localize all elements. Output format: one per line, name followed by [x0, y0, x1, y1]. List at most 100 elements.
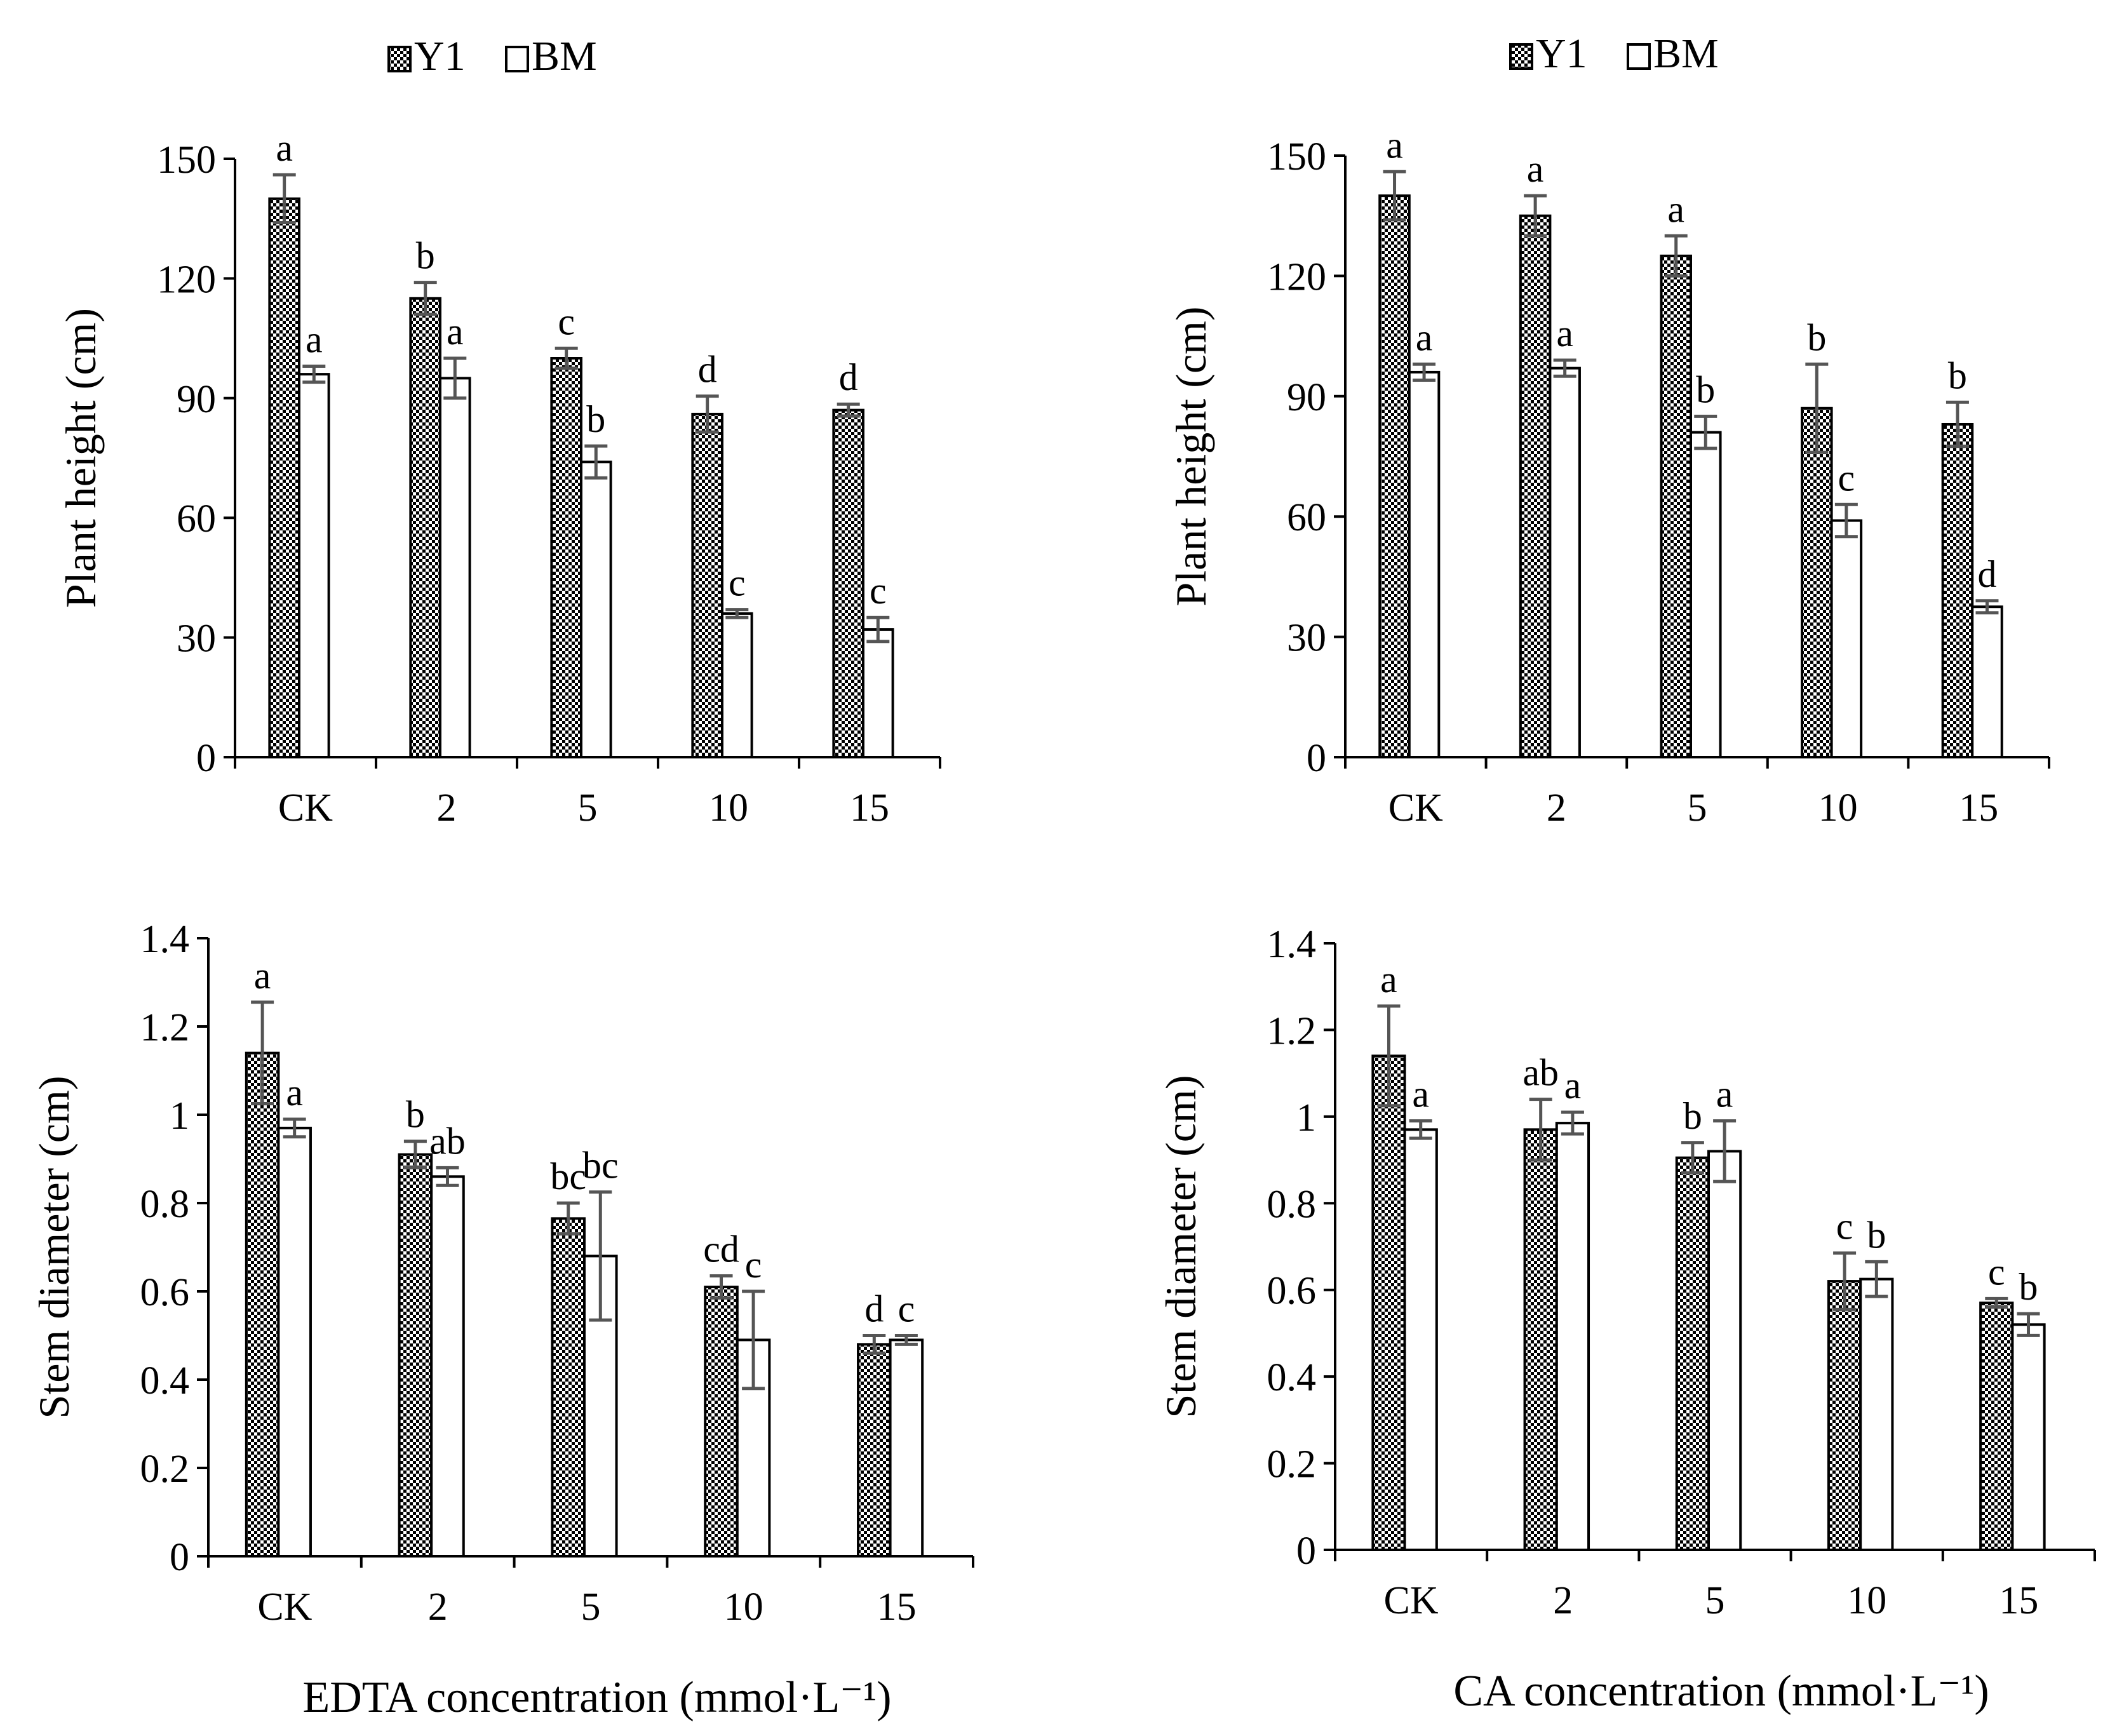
x-tick-label: 10: [1847, 1579, 1886, 1622]
x-tick-label: 2: [1553, 1579, 1573, 1622]
bar-y1: [268, 197, 301, 758]
significance-label: b: [1867, 1214, 1886, 1256]
bar-bm: [1707, 1150, 1742, 1551]
y-tick-label: 150: [157, 138, 216, 182]
significance-label: a: [286, 1072, 303, 1114]
significance-label: d: [839, 356, 858, 398]
x-tick-label: 10: [1818, 786, 1858, 830]
significance-label: c: [898, 1288, 915, 1330]
y-tick-label: 1.2: [1267, 1009, 1317, 1053]
y-tick-label: 0.4: [140, 1359, 190, 1403]
y-tick-label: 120: [1267, 255, 1326, 299]
x-tick-label: 15: [1959, 786, 1998, 830]
significance-label: a: [1564, 1065, 1582, 1107]
legend-left: Y1 BM: [387, 33, 597, 79]
bar-y1: [409, 297, 442, 758]
significance-label: c: [870, 570, 887, 612]
bar-bm: [1971, 605, 2003, 758]
significance-label: b: [406, 1094, 425, 1136]
y-tick-label: 0.4: [1267, 1356, 1317, 1399]
significance-label: b: [2019, 1266, 2038, 1308]
x-tick-label: 5: [578, 786, 598, 830]
significance-label: a: [306, 319, 323, 361]
x-tick-label: 2: [437, 786, 457, 830]
bar-bm: [580, 461, 612, 759]
y-tick-label: 0.6: [1267, 1270, 1317, 1313]
x-tick-label: 10: [724, 1585, 763, 1629]
x-axis-label: CA concentration (mmol·L⁻¹): [1453, 1667, 1989, 1716]
y-tick-label: 1: [170, 1094, 189, 1138]
bar-y1: [551, 1217, 586, 1558]
y-tick-label: 0.2: [1267, 1443, 1317, 1486]
significance-label: c: [729, 562, 746, 604]
bar-bm: [2011, 1323, 2046, 1551]
y-tick-label: 150: [1267, 135, 1326, 178]
bar-y1: [1378, 194, 1411, 758]
x-tick-label: 5: [581, 1585, 601, 1629]
x-tick-label: 15: [1999, 1579, 2038, 1622]
chart-ca-stem-diameter: 0 0.2 0.4 0.6 0.8 1 1.2 1.4 CK 2 5 10 15 Stem diamete…: [1157, 923, 2096, 1716]
significance-label: a: [1386, 124, 1403, 166]
bar-bm: [1859, 1277, 1894, 1552]
x-axis-label: EDTA concentration (mmol·L⁻¹): [302, 1673, 891, 1722]
bar-bm: [862, 628, 894, 758]
legend-swatch-bm: [1627, 43, 1651, 70]
x-tick-label: 2: [1547, 786, 1566, 830]
y-tick-label: 0.8: [1267, 1183, 1317, 1226]
y-axis-label: Stem diameter (cm): [1157, 1075, 1205, 1418]
bar-y1: [1941, 422, 1974, 758]
significance-label: d: [864, 1288, 884, 1330]
bar-y1: [1523, 1128, 1558, 1551]
bar-bm: [889, 1338, 924, 1558]
significance-label: a: [1556, 313, 1573, 354]
significance-label: a: [1527, 148, 1544, 190]
y-tick-label: 0.8: [140, 1183, 190, 1226]
significance-label: b: [1683, 1095, 1702, 1137]
bar-y1: [1801, 407, 1833, 758]
bar-y1: [857, 1343, 892, 1558]
significance-label: b: [586, 398, 605, 440]
chart-ca-plant-height: 0 30 60 90 120 150 CK 2 5 10 15 Plant height (cm) a a…: [1167, 124, 2050, 830]
y-axis-label: Plant height (cm): [57, 308, 105, 608]
x-tick-label: 5: [1688, 786, 1707, 830]
bar-y1: [832, 408, 865, 758]
y-tick-label: 0.2: [140, 1448, 190, 1491]
legend-swatch-y1: [1509, 43, 1533, 70]
bar-bm: [1830, 519, 1863, 758]
x-tick-label: CK: [257, 1585, 312, 1629]
y-tick-label: 90: [177, 378, 216, 421]
y-tick-label: 30: [1287, 617, 1326, 660]
bar-y1: [1827, 1280, 1862, 1551]
significance-label: b: [416, 235, 435, 277]
x-tick-label: 15: [877, 1585, 917, 1629]
x-tick-label: 15: [850, 786, 889, 830]
y-tick-label: 30: [177, 617, 216, 661]
bar-y1: [245, 1051, 280, 1558]
bar-bm: [1555, 1122, 1590, 1551]
bar-y1: [550, 357, 583, 758]
y-tick-label: 0: [1296, 1530, 1316, 1573]
significance-label: b: [1807, 316, 1826, 358]
significance-label: c: [1836, 1206, 1853, 1248]
significance-label: a: [1380, 959, 1397, 1000]
significance-label: a: [1716, 1073, 1733, 1115]
bar-bm: [439, 377, 471, 758]
bar-bm: [1549, 367, 1581, 758]
x-tick-label: CK: [1384, 1579, 1439, 1622]
significance-label: a: [1412, 1073, 1429, 1115]
y-tick-label: 90: [1287, 376, 1326, 419]
bar-y1: [398, 1153, 433, 1558]
y-tick-label: 0.6: [140, 1271, 190, 1314]
legend-label-y1: Y1: [1536, 30, 1587, 77]
y-tick-label: 60: [1287, 496, 1326, 539]
bar-y1: [704, 1286, 739, 1558]
legend-label-bm: BM: [532, 33, 597, 79]
significance-label: a: [447, 311, 464, 353]
significance-label: c: [558, 300, 575, 342]
y-tick-label: 60: [177, 497, 216, 541]
significance-label: c: [1988, 1251, 2005, 1293]
y-tick-label: 120: [157, 258, 216, 301]
significance-label: c: [745, 1244, 762, 1286]
bar-bm: [1690, 431, 1722, 758]
